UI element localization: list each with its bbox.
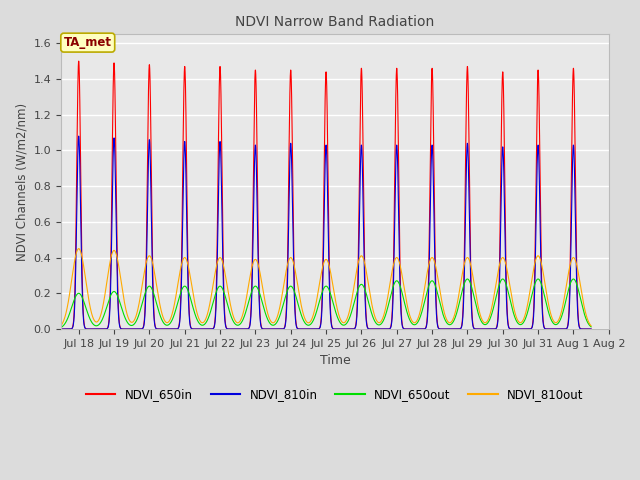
NDVI_810out	[588, 323, 595, 329]
NDVI_650out	[60, 323, 67, 328]
NDVI_650in	[89, 326, 97, 332]
NDVI_810out	[75, 246, 83, 252]
Line: NDVI_810out: NDVI_810out	[61, 249, 591, 326]
NDVI_810out	[559, 301, 567, 307]
NDVI_650in	[316, 324, 324, 329]
NDVI_810out	[79, 260, 87, 265]
NDVI_810in	[588, 326, 595, 332]
NDVI_810in	[79, 310, 87, 316]
NDVI_650out	[161, 322, 169, 327]
NDVI_650out	[559, 309, 567, 315]
NDVI_810in	[57, 326, 65, 332]
NDVI_650out	[57, 324, 65, 330]
NDVI_650in	[588, 326, 595, 332]
Line: NDVI_650out: NDVI_650out	[61, 279, 591, 327]
NDVI_810in	[60, 326, 67, 332]
NDVI_810in	[75, 133, 83, 139]
X-axis label: Time: Time	[319, 354, 350, 367]
Title: NDVI Narrow Band Radiation: NDVI Narrow Band Radiation	[236, 15, 435, 29]
NDVI_650in	[60, 326, 67, 332]
NDVI_650out	[316, 296, 324, 301]
NDVI_810out	[316, 276, 324, 282]
NDVI_650out	[79, 296, 87, 302]
NDVI_810in	[89, 326, 97, 332]
NDVI_810out	[161, 318, 169, 324]
Line: NDVI_650in: NDVI_650in	[61, 61, 591, 329]
Legend: NDVI_650in, NDVI_810in, NDVI_650out, NDVI_810out: NDVI_650in, NDVI_810in, NDVI_650out, NDV…	[81, 383, 589, 406]
NDVI_650in	[161, 326, 169, 332]
NDVI_810out	[57, 323, 65, 328]
NDVI_810in	[316, 324, 324, 330]
NDVI_650out	[588, 324, 595, 330]
NDVI_650in	[57, 326, 65, 332]
NDVI_810out	[89, 314, 97, 320]
NDVI_650out	[534, 276, 542, 282]
NDVI_650out	[89, 321, 97, 326]
Y-axis label: NDVI Channels (W/m2/nm): NDVI Channels (W/m2/nm)	[15, 103, 28, 261]
NDVI_810in	[161, 326, 169, 332]
NDVI_650in	[559, 326, 567, 332]
Text: TA_met: TA_met	[64, 36, 112, 49]
NDVI_810in	[559, 326, 567, 332]
Line: NDVI_810in: NDVI_810in	[61, 136, 591, 329]
NDVI_650in	[79, 304, 87, 310]
NDVI_650in	[75, 58, 83, 64]
NDVI_810out	[60, 318, 67, 324]
